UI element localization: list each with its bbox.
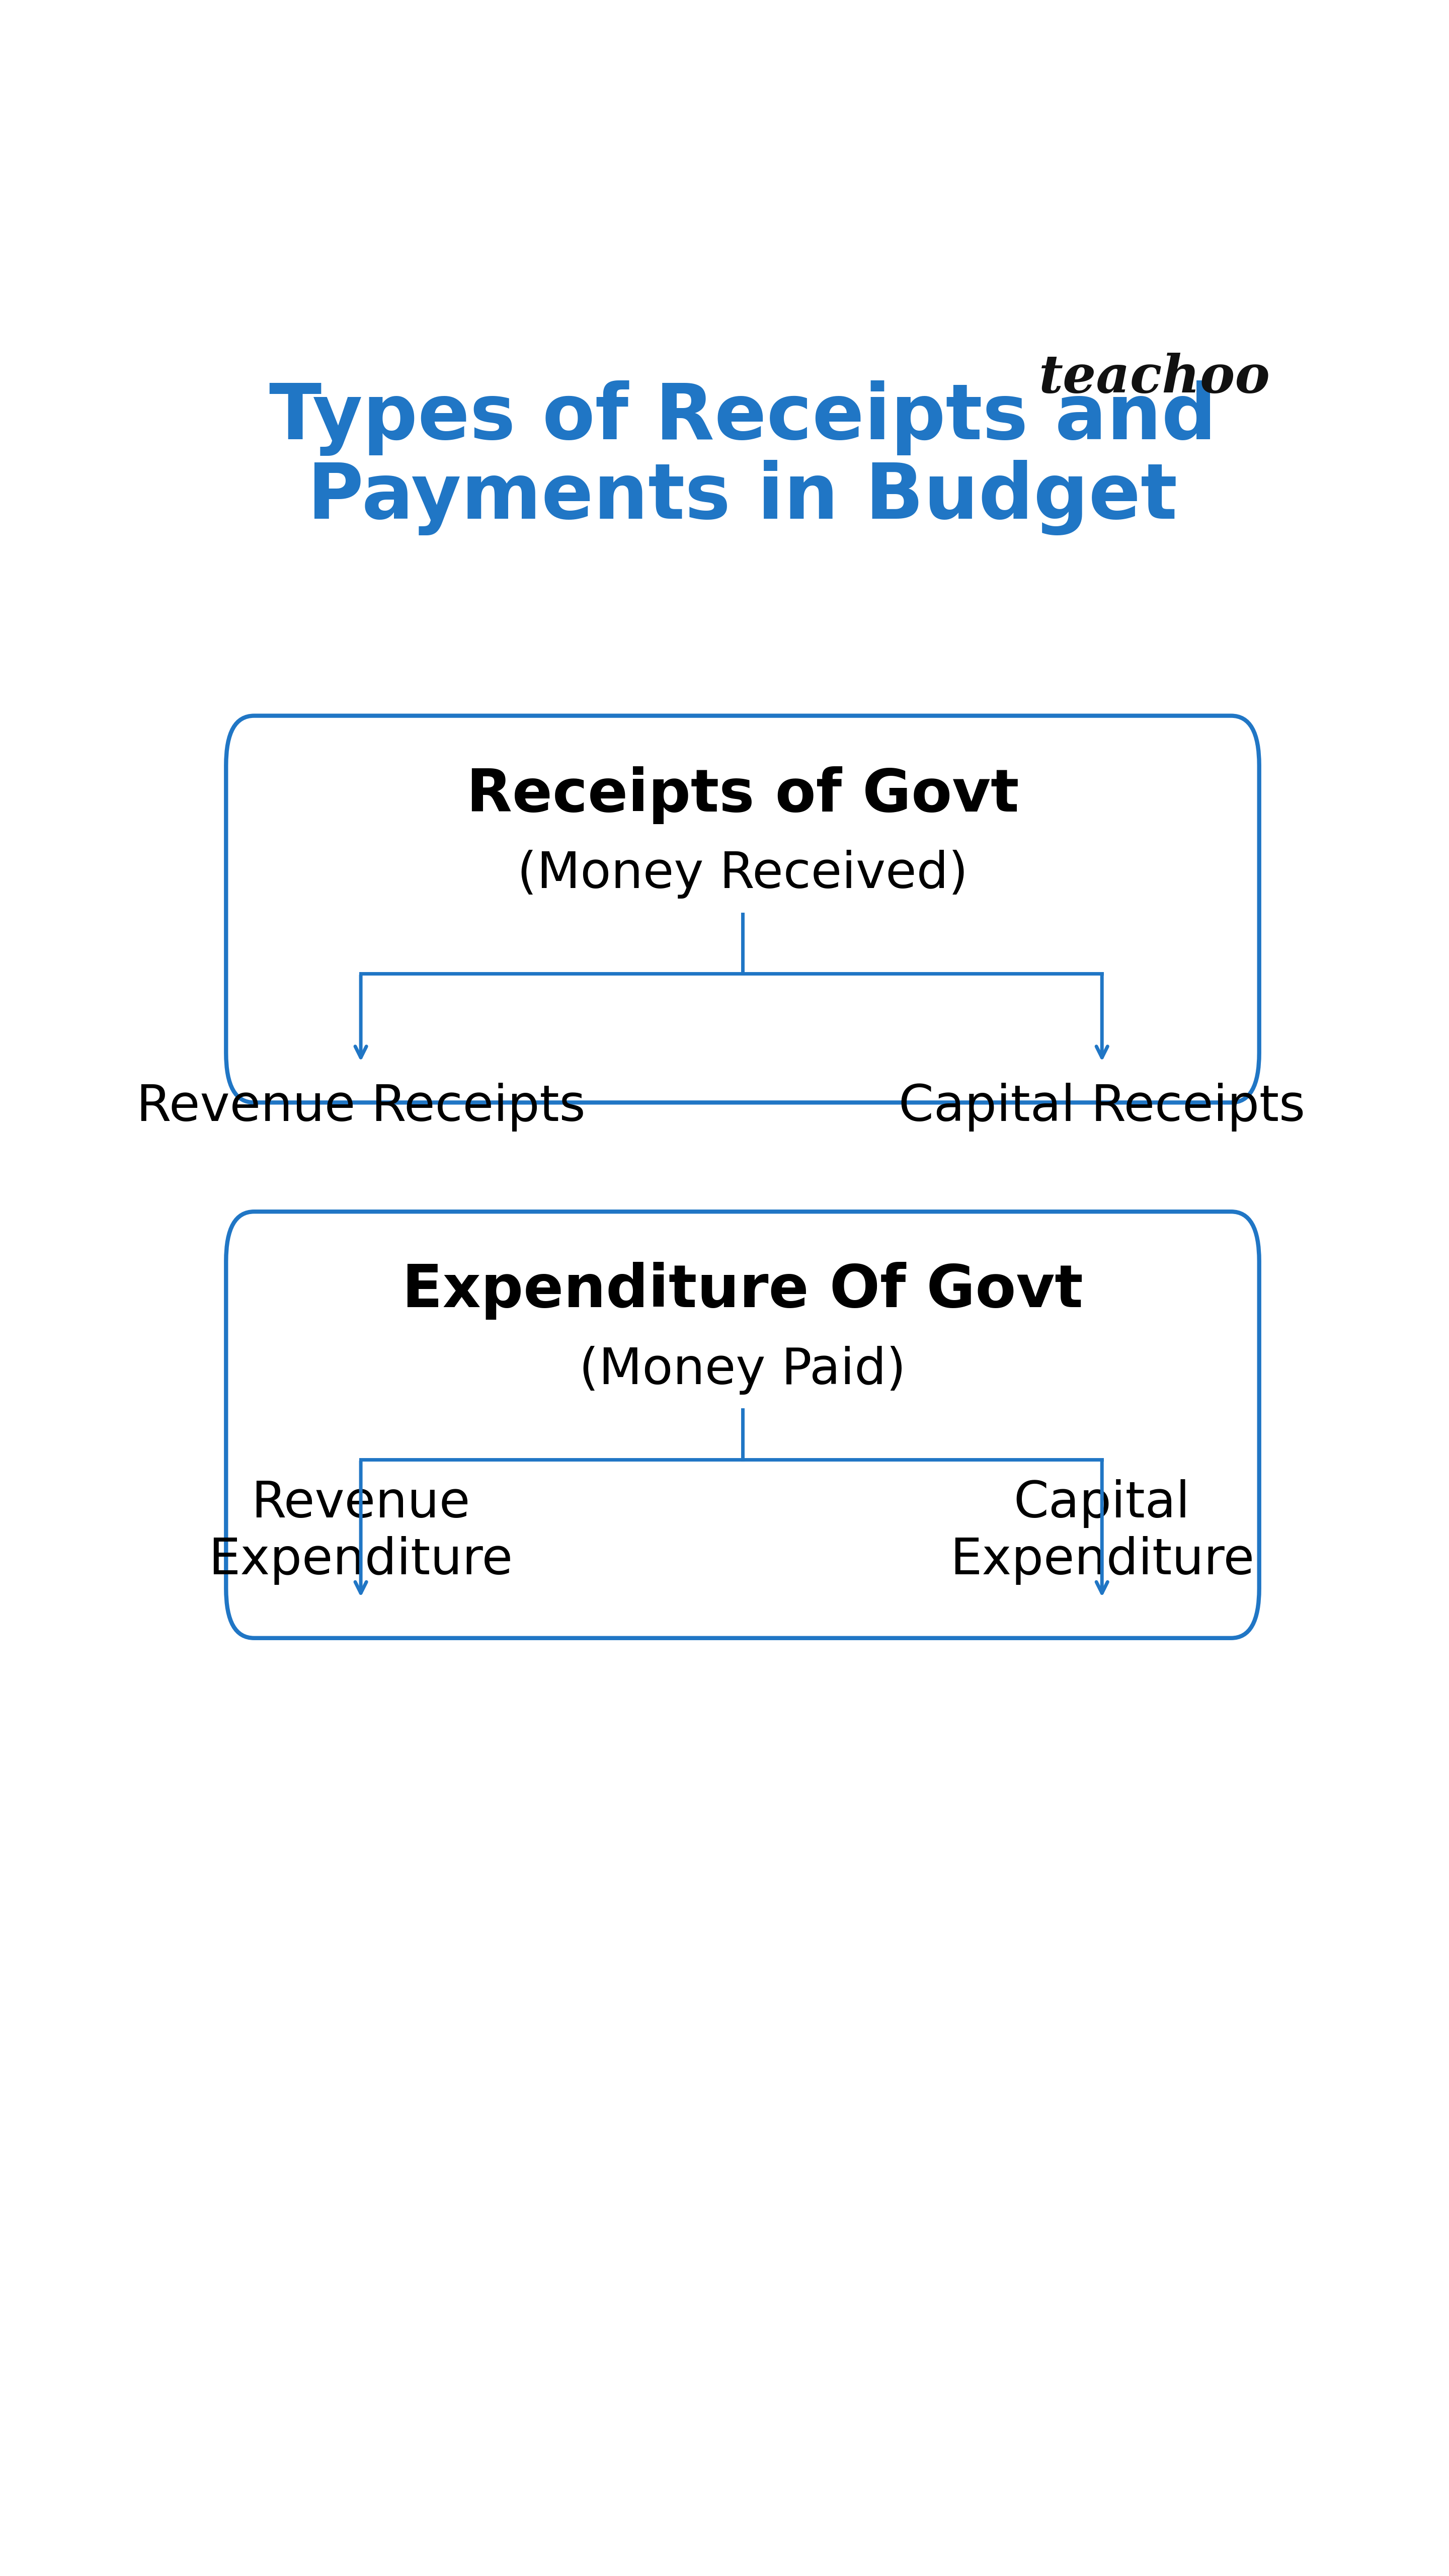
- Text: Capital Receipts: Capital Receipts: [898, 1082, 1306, 1131]
- Text: Payments in Budget: Payments in Budget: [307, 461, 1178, 536]
- FancyBboxPatch shape: [226, 716, 1259, 1103]
- Text: (Money Received): (Money Received): [517, 850, 968, 899]
- FancyBboxPatch shape: [226, 1211, 1259, 1638]
- Text: Revenue Receipts: Revenue Receipts: [136, 1082, 585, 1131]
- Text: (Money Paid): (Money Paid): [580, 1345, 906, 1394]
- Text: Types of Receipts and: Types of Receipts and: [270, 381, 1216, 456]
- Text: teachoo: teachoo: [1039, 353, 1271, 404]
- Text: Revenue
Expenditure: Revenue Expenditure: [209, 1479, 513, 1584]
- Text: Receipts of Govt: Receipts of Govt: [467, 765, 1019, 824]
- Text: Expenditure Of Govt: Expenditure Of Govt: [401, 1262, 1084, 1319]
- Text: Capital
Expenditure: Capital Expenditure: [949, 1479, 1255, 1584]
